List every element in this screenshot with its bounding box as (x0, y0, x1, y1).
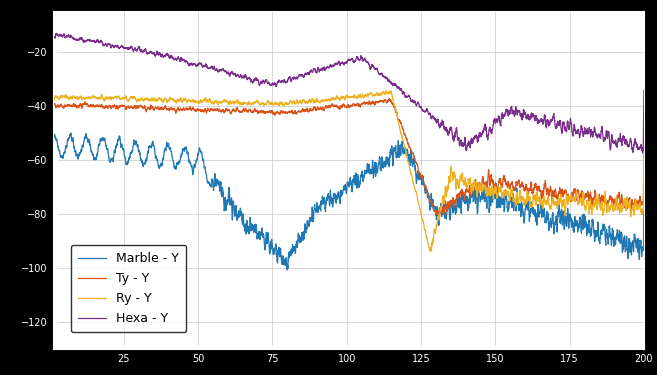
Hexa - Y (622, 140, 629, 144)
Ty - Y (330, 104, 338, 108)
Legend: Marble - Y, Ty - Y, Ry - Y, Hexa - Y: Marble - Y, Ty - Y, Ry - Y, Hexa - Y (71, 245, 186, 332)
Marble - Y (283, 268, 291, 272)
Hexa - Y (639, 151, 646, 155)
Hexa - Y (640, 88, 648, 92)
Ty - Y (593, 199, 600, 203)
Line: Ty - Y: Ty - Y (53, 50, 644, 219)
Hexa - Y (478, 131, 486, 135)
Marble - Y (478, 195, 486, 200)
Hexa - Y (302, 72, 309, 76)
Ty - Y (622, 200, 630, 204)
Line: Marble - Y: Marble - Y (53, 67, 644, 270)
Ry - Y (622, 203, 630, 208)
Hexa - Y (49, 15, 57, 20)
Ty - Y (478, 178, 486, 183)
Hexa - Y (330, 64, 338, 69)
Marble - Y (302, 230, 310, 234)
Line: Hexa - Y: Hexa - Y (53, 18, 644, 153)
Ty - Y (297, 109, 305, 114)
Hexa - Y (593, 132, 600, 137)
Ty - Y (640, 123, 648, 128)
Marble - Y (640, 164, 648, 168)
Ty - Y (302, 109, 309, 114)
Ry - Y (297, 99, 305, 104)
Marble - Y (593, 228, 600, 233)
Ry - Y (330, 96, 338, 100)
Hexa - Y (297, 74, 305, 78)
Ty - Y (434, 216, 442, 221)
Marble - Y (622, 245, 630, 249)
Ry - Y (49, 45, 57, 49)
Ry - Y (427, 249, 435, 254)
Marble - Y (330, 194, 338, 199)
Ry - Y (593, 202, 600, 206)
Marble - Y (49, 65, 57, 69)
Line: Ry - Y: Ry - Y (53, 47, 644, 251)
Marble - Y (297, 238, 305, 243)
Ry - Y (478, 190, 486, 194)
Ty - Y (49, 48, 57, 52)
Ry - Y (302, 100, 309, 105)
Ry - Y (640, 129, 648, 134)
